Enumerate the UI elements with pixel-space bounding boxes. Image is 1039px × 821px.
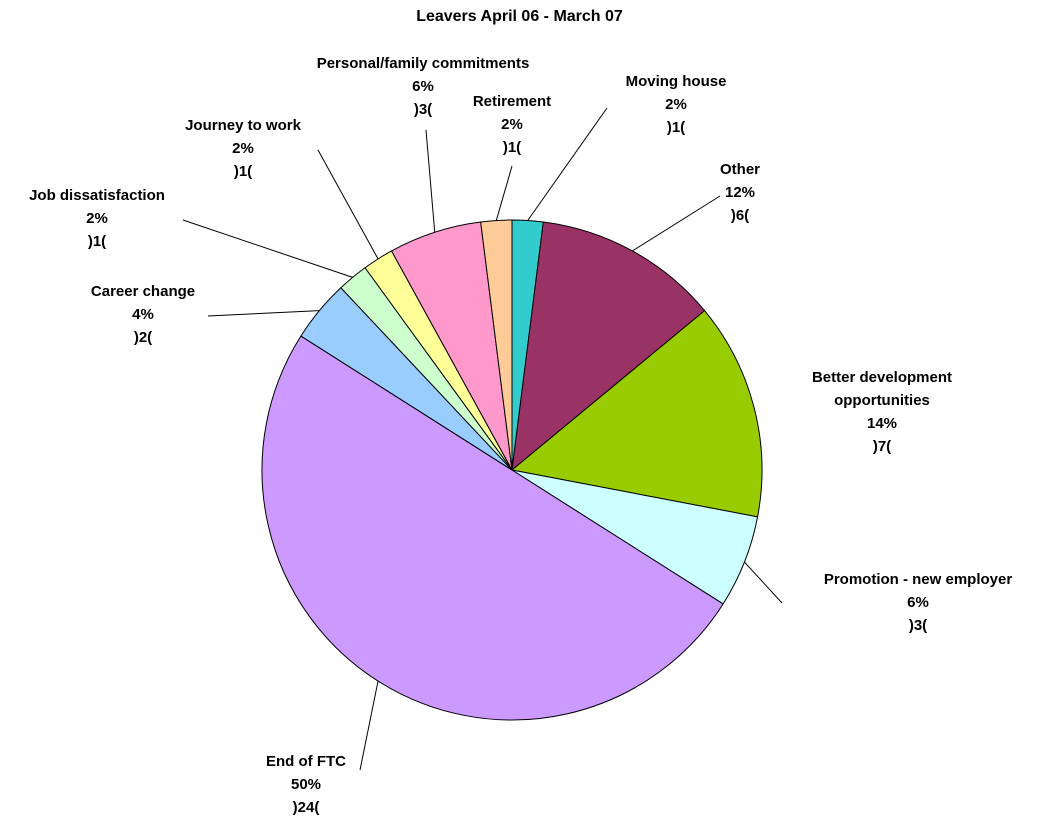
pie-slice — [510, 309, 763, 518]
leader-line — [182, 219, 353, 278]
data-label: End of FTC 50% )24( — [266, 750, 346, 819]
percent-label: 2% — [86, 210, 108, 227]
percent-label: 14% — [866, 415, 898, 432]
count-label: )1( — [233, 163, 253, 180]
leader-line — [527, 107, 608, 221]
leader-line — [744, 561, 783, 604]
count-label: )24( — [292, 799, 320, 816]
count-label: )1( — [666, 119, 686, 136]
count-label: )1( — [502, 139, 522, 156]
category-label: Retirement — [472, 93, 552, 110]
percent-label: 50% — [290, 776, 322, 793]
pie-slice — [511, 221, 706, 472]
leader-line — [495, 165, 513, 221]
percent-label: 6% — [412, 78, 434, 95]
count-label: )3( — [908, 617, 928, 634]
percent-label: 6% — [907, 594, 929, 611]
category-label: Moving house — [625, 73, 727, 90]
data-label: Job dissatisfaction 2% )1( — [29, 184, 165, 253]
category-label: Other — [719, 161, 761, 178]
leader-line — [207, 310, 320, 317]
percent-label: 2% — [501, 116, 523, 133]
data-label: Journey to work 2% )1( — [185, 114, 301, 183]
percent-label: 4% — [132, 306, 154, 323]
leader-line — [359, 680, 379, 771]
data-label: Career change 4% )2( — [91, 280, 195, 349]
percent-label: 12% — [724, 184, 756, 201]
count-label: )6( — [730, 207, 750, 224]
category-label: Personal/family commitments — [316, 55, 530, 72]
category-label: Promotion - new employer — [823, 571, 1013, 588]
data-label: Better development opportunities 14% )7( — [797, 366, 967, 458]
count-label: )2( — [133, 329, 153, 346]
category-label: Better development opportunities — [811, 369, 953, 409]
data-label: Retirement 2% )1( — [473, 90, 551, 159]
count-label: )1( — [87, 233, 107, 250]
data-label: Other 12% )6( — [720, 158, 760, 227]
category-label: Journey to work — [185, 117, 301, 134]
data-label: Moving house 2% )1( — [626, 70, 727, 139]
leader-line — [317, 149, 379, 260]
leader-line — [632, 195, 721, 252]
category-label: End of FTC — [266, 753, 346, 770]
data-label: Promotion - new employer 6% )3( — [824, 568, 1012, 637]
category-label: Job dissatisfaction — [29, 187, 165, 204]
count-label: )3( — [413, 101, 433, 118]
chart-title: Leavers April 06 - March 07 — [416, 8, 623, 25]
leader-line — [425, 129, 436, 233]
category-label: Career change — [90, 283, 196, 300]
percent-label: 2% — [232, 140, 254, 157]
percent-label: 2% — [665, 96, 687, 113]
data-label: Personal/family commitments 6% )3( — [317, 52, 530, 121]
count-label: )7( — [872, 438, 892, 455]
